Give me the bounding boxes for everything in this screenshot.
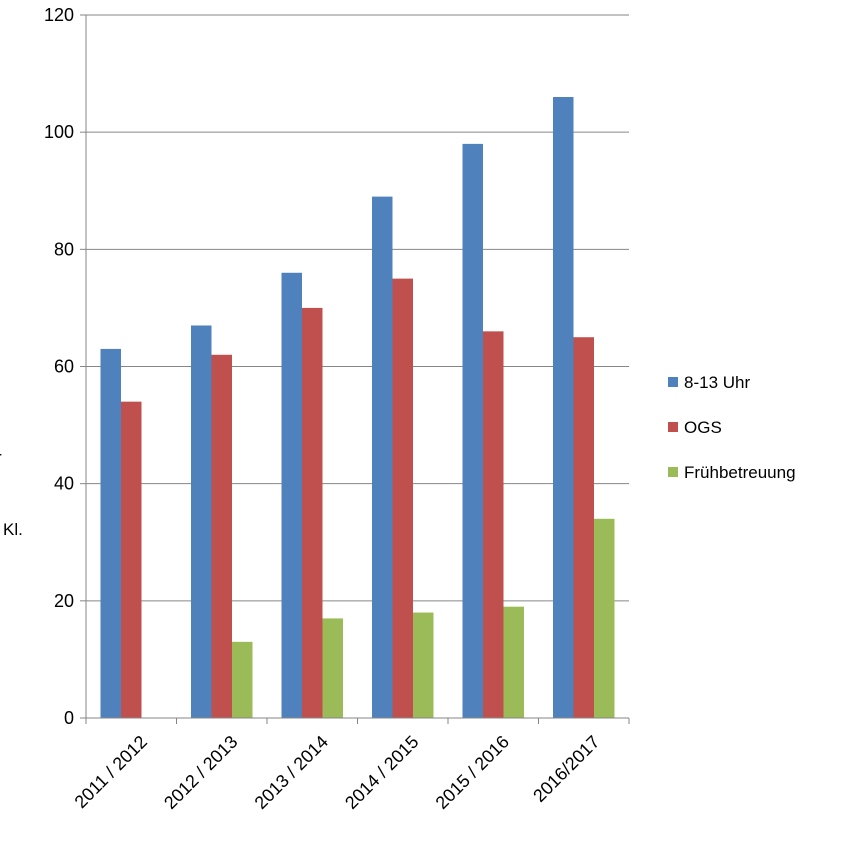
y-tick-label: 60 [54,357,74,377]
bar [232,641,253,718]
y-tick-label: 120 [44,5,74,25]
clipped-label-edge: r [0,448,4,468]
x-tick-label: 2016/2017 [529,732,603,806]
legend-label: OGS [684,418,722,437]
bar [392,278,413,718]
bar [322,618,343,718]
x-tick-label: 2015 / 2016 [432,732,513,813]
y-tick-labels: 0 20 40 60 80 100 120 [44,5,74,728]
bar [553,97,574,719]
bar [503,606,524,718]
bar [191,325,212,718]
clipped-label-kl: Kl. [3,520,23,539]
bar [462,143,483,719]
bar [573,337,594,718]
legend-swatch [668,467,678,477]
bar [211,354,232,718]
bar [372,196,393,718]
x-tick-label: 2011 / 2012 [71,732,151,812]
bar [100,348,121,718]
bar [483,331,504,718]
gridlines [86,14,629,602]
legend-swatch [668,377,678,387]
legend: 8-13 Uhr OGS Frühbetreuung [668,373,796,482]
x-tick-label: 2012 / 2013 [160,732,241,813]
legend-label: Frühbetreuung [684,463,796,482]
bar [302,307,323,718]
x-tick-label: 2014 / 2015 [341,732,422,813]
bars [100,97,615,719]
y-tick-label: 80 [54,239,74,259]
legend-label: 8-13 Uhr [684,373,750,392]
axes [80,14,630,724]
bar [121,401,142,718]
bar [413,612,434,718]
y-tick-label: 40 [54,474,74,494]
y-tick-label: 0 [64,708,74,728]
bar [594,518,615,718]
x-tick-label: 2013 / 2014 [251,732,332,813]
bar [281,272,302,718]
y-tick-label: 100 [44,122,74,142]
legend-swatch [668,422,678,432]
x-tick-labels: 2011 / 2012 2012 / 2013 2013 / 2014 2014 / … [71,732,604,813]
y-tick-label: 20 [54,591,74,611]
